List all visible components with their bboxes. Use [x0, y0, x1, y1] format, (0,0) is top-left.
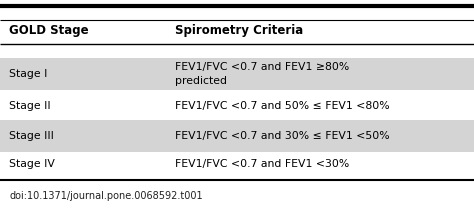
Text: Stage III: Stage III — [9, 131, 55, 141]
Text: doi:10.1371/journal.pone.0068592.t001: doi:10.1371/journal.pone.0068592.t001 — [9, 191, 203, 201]
Text: Spirometry Criteria: Spirometry Criteria — [175, 24, 304, 37]
Text: FEV1/FVC <0.7 and FEV1 ≥80%
predicted: FEV1/FVC <0.7 and FEV1 ≥80% predicted — [175, 62, 350, 86]
Text: FEV1/FVC <0.7 and FEV1 <30%: FEV1/FVC <0.7 and FEV1 <30% — [175, 159, 350, 169]
Bar — [0, 120, 474, 152]
Text: GOLD Stage: GOLD Stage — [9, 24, 89, 37]
Text: Stage II: Stage II — [9, 101, 51, 111]
Text: FEV1/FVC <0.7 and 30% ≤ FEV1 <50%: FEV1/FVC <0.7 and 30% ≤ FEV1 <50% — [175, 131, 390, 141]
Text: Stage I: Stage I — [9, 69, 48, 79]
Text: Stage IV: Stage IV — [9, 159, 55, 169]
Text: FEV1/FVC <0.7 and 50% ≤ FEV1 <80%: FEV1/FVC <0.7 and 50% ≤ FEV1 <80% — [175, 101, 390, 111]
Bar — [0, 58, 474, 90]
